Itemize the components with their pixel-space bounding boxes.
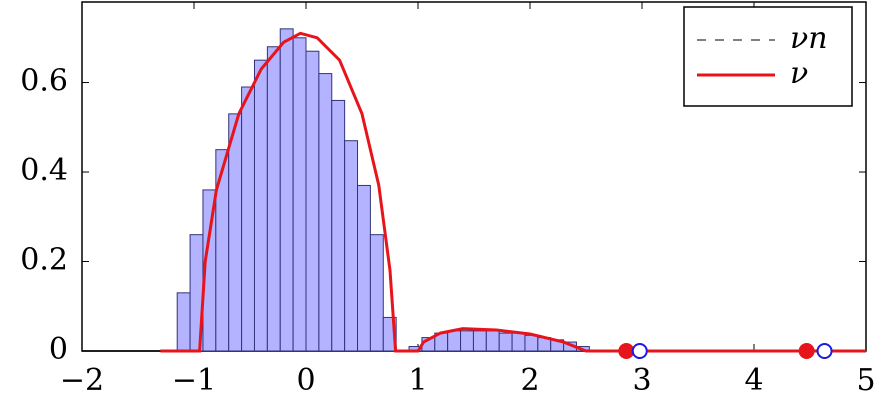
bar	[331, 99, 346, 352]
bar	[369, 234, 384, 352]
bar	[266, 46, 281, 352]
density-line	[160, 31, 866, 353]
y-tick-label: 0.4	[20, 153, 68, 188]
bar	[305, 50, 320, 352]
bar	[447, 330, 462, 352]
bar	[460, 330, 474, 352]
x-tick-label: 1	[408, 363, 427, 398]
bar	[292, 37, 307, 352]
bar	[215, 149, 230, 352]
y-tick-label: 0.2	[20, 243, 68, 278]
bar	[344, 140, 359, 352]
y-tick-label: 0.6	[20, 64, 68, 99]
bar	[485, 330, 500, 352]
bar	[357, 184, 371, 352]
bar	[176, 292, 191, 352]
bar	[472, 330, 487, 352]
x-tick-label: −1	[172, 363, 216, 398]
bar	[318, 73, 333, 352]
legend: νnν	[683, 6, 853, 107]
bar	[524, 334, 539, 352]
bar	[279, 28, 294, 352]
legend-label: νn	[790, 21, 828, 56]
bar	[228, 113, 243, 352]
y-tick-label: 0	[49, 332, 68, 367]
x-tick-label: 4	[744, 363, 763, 398]
legend-box	[683, 6, 853, 107]
x-tick-label: 2	[520, 363, 539, 398]
x-tick-label: 5	[856, 363, 875, 398]
x-tick-label: 3	[632, 363, 651, 398]
point	[798, 343, 815, 359]
bar	[241, 86, 255, 352]
point	[631, 343, 648, 359]
bar	[498, 332, 513, 352]
bar	[511, 332, 526, 352]
x-tick-label: 0	[296, 363, 315, 398]
bar	[253, 59, 268, 352]
x-tick-label: −2	[60, 363, 104, 398]
point	[816, 343, 833, 359]
point	[618, 343, 635, 359]
legend-label: ν	[790, 56, 808, 91]
